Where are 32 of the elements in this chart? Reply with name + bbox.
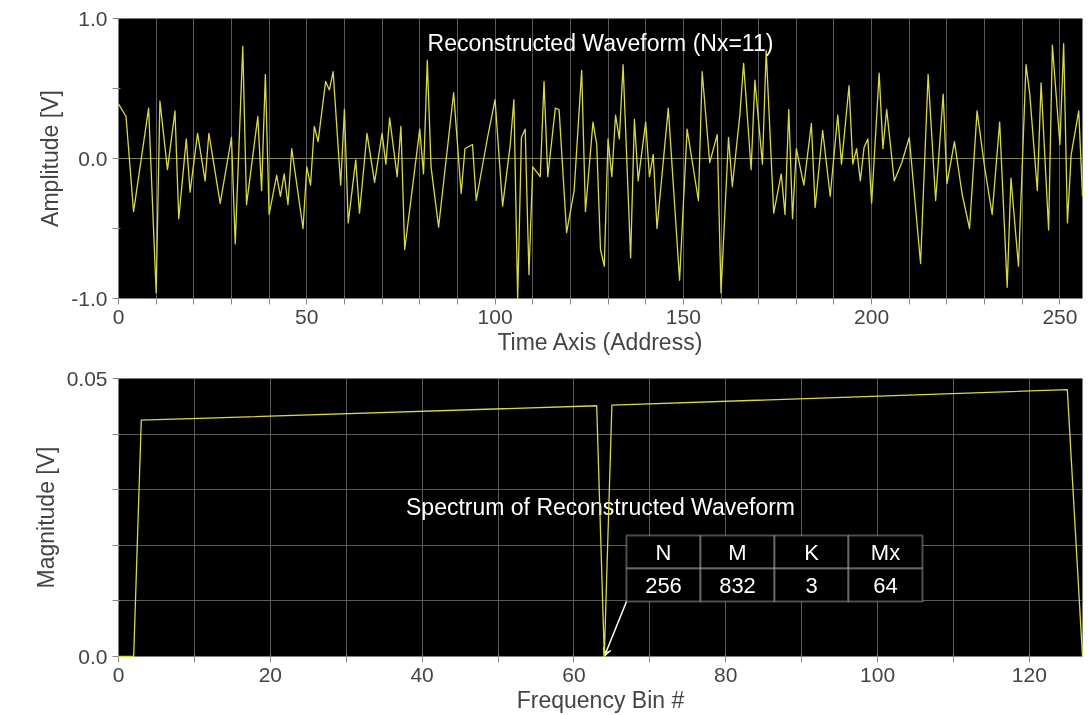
x-tick-label: 60: [562, 662, 586, 686]
annotation: N: [655, 539, 672, 565]
x-tick-label: 50: [295, 304, 319, 328]
y-tick-label: 0.05: [66, 366, 108, 390]
text: Reconstructed Waveform (Nx=11): [427, 29, 774, 56]
annotation: 3: [805, 572, 818, 598]
y-axis-title: Magnitude [V]: [32, 446, 59, 589]
x-tick-label: 0: [112, 662, 125, 686]
line-series: [117, 388, 1084, 658]
annotation: 256: [645, 572, 682, 598]
annotation: Mx: [870, 539, 901, 565]
x-tick-label: 20: [258, 662, 282, 686]
y-axis-title: Amplitude [V]: [37, 90, 64, 227]
x-tick-label: 40: [410, 662, 434, 686]
x-axis-title: Frequency Bin #: [516, 686, 685, 713]
x-tick-label: 80: [714, 662, 738, 686]
annotation: 832: [719, 572, 756, 598]
x-tick-label: 100: [860, 662, 896, 686]
x-axis-title: Time Axis (Address): [497, 328, 703, 355]
y-tick-label: 0.0: [78, 146, 108, 170]
x-tick-label: 120: [1011, 662, 1047, 686]
x-tick-label: 0: [112, 304, 125, 328]
annotation: 64: [873, 572, 898, 598]
x-tick-label: 250: [1042, 304, 1078, 328]
y-tick-label: 1.0: [78, 6, 108, 30]
annotation: K: [804, 539, 820, 565]
annotation: M: [728, 539, 747, 565]
x-tick-label: 150: [665, 304, 701, 328]
x-tick-label: 200: [854, 304, 890, 328]
y-tick-label: 0.0: [78, 644, 108, 668]
x-tick-label: 100: [477, 304, 513, 328]
y-tick-label: -1.0: [71, 286, 108, 310]
